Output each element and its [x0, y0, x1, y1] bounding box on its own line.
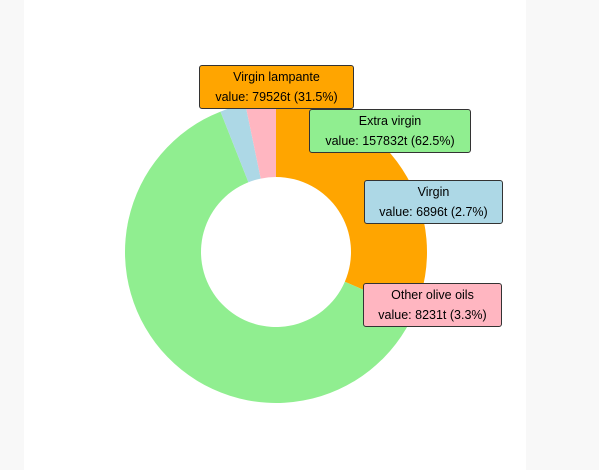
label-virgin-value: value: 6896t (2.7%) — [379, 205, 488, 219]
slice-virgin — [220, 104, 261, 183]
label-extra-virgin: Extra virgin value: 157832t (62.5%) — [309, 109, 471, 153]
label-extra-virgin-name: Extra virgin — [358, 114, 422, 128]
label-other-olive-oils: Other olive oils value: 8231t (3.3%) — [363, 283, 502, 327]
label-virgin-lampante: Virgin lampante value: 79526t (31.5%) — [199, 65, 354, 109]
slice-extra-virgin — [125, 111, 415, 403]
label-other-olive-oils-name: Other olive oils — [391, 288, 474, 302]
label-virgin-lampante-name: Virgin lampante — [233, 70, 320, 84]
label-extra-virgin-value: value: 157832t (62.5%) — [325, 134, 455, 148]
slice-other-olive-oils — [245, 101, 276, 179]
label-virgin: Virgin value: 6896t (2.7%) — [364, 180, 503, 224]
label-virgin-name: Virgin — [417, 185, 450, 199]
slice-virgin-lampante — [276, 101, 427, 312]
label-virgin-lampante-value: value: 79526t (31.5%) — [215, 90, 338, 104]
label-other-olive-oils-value: value: 8231t (3.3%) — [378, 308, 487, 322]
